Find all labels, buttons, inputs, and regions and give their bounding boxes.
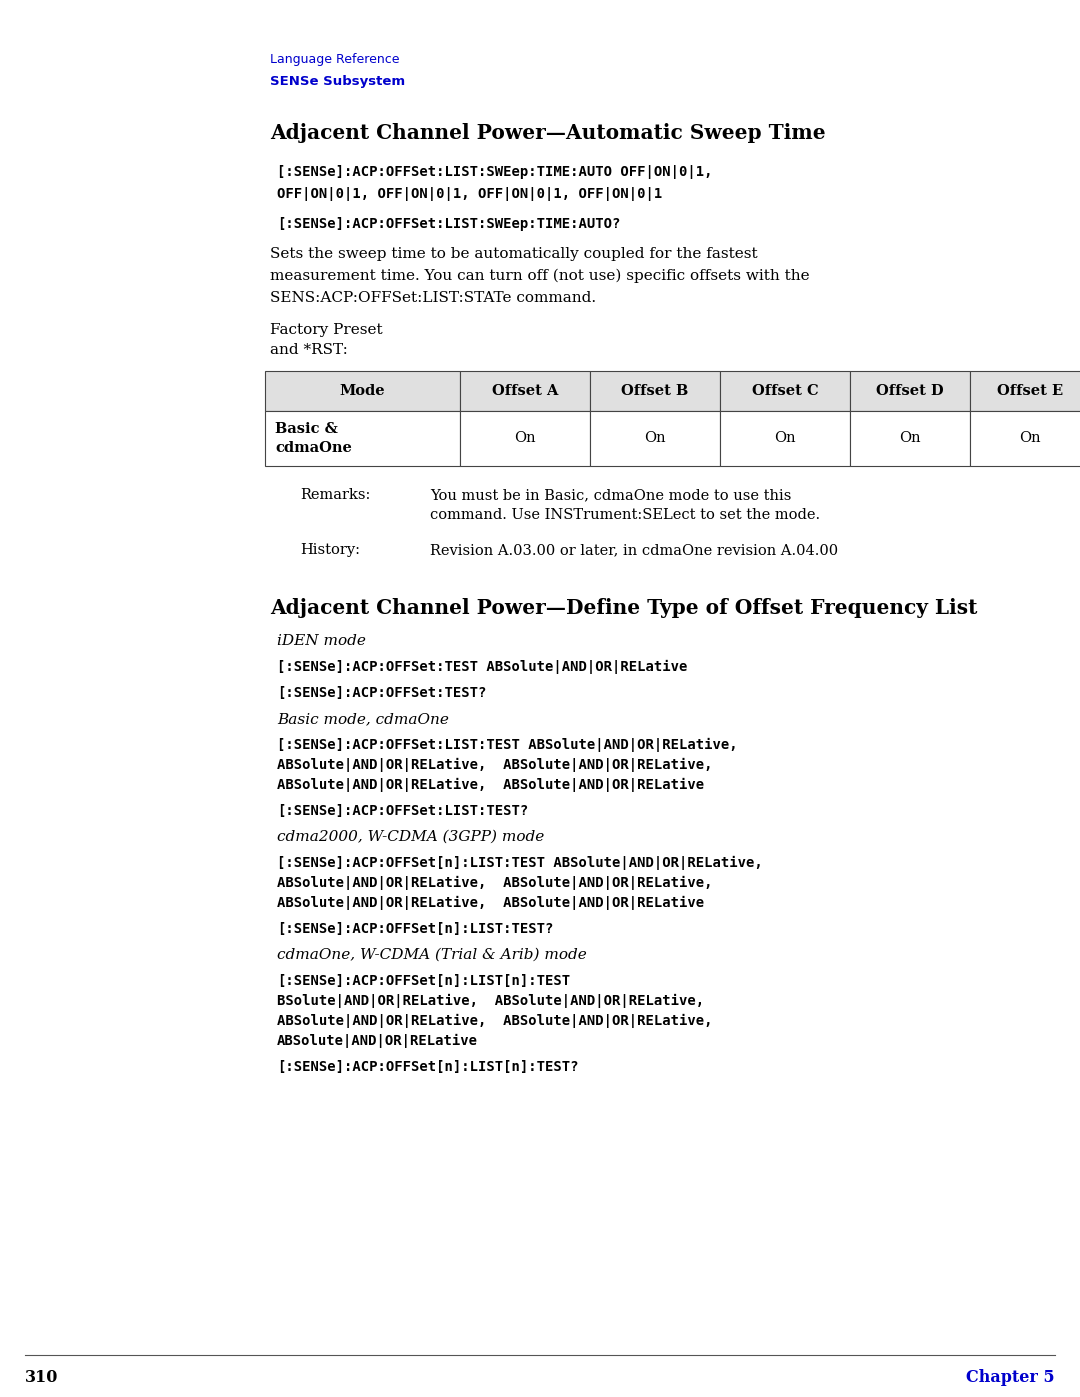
Text: [:SENSe]:ACP:OFFSet:LIST:TEST ABSolute|AND|OR|RELative,: [:SENSe]:ACP:OFFSet:LIST:TEST ABSolute|A… [276,738,738,752]
Text: [:SENSe]:ACP:OFFSet[n]:LIST[n]:TEST?: [:SENSe]:ACP:OFFSet[n]:LIST[n]:TEST? [276,1060,579,1074]
Text: History:: History: [300,543,360,557]
Bar [970,411,1080,467]
Text: ABSolute|AND|OR|RELative,  ABSolute|AND|OR|RELative,: ABSolute|AND|OR|RELative, ABSolute|AND|O… [276,1014,713,1028]
Text: [:SENSe]:ACP:OFFSet[n]:LIST:TEST ABSolute|AND|OR|RELative,: [:SENSe]:ACP:OFFSet[n]:LIST:TEST ABSolut… [276,856,762,870]
Text: On: On [774,432,796,446]
Text: Adjacent Channel Power—Automatic Sweep Time: Adjacent Channel Power—Automatic Sweep T… [270,123,825,142]
Bar [460,372,590,411]
Text: and *RST:: and *RST: [270,344,348,358]
Text: Basic &
cdmaOne: Basic & cdmaOne [275,422,352,454]
Bar [850,411,970,467]
Text: [:SENSe]:ACP:OFFSet:TEST ABSolute|AND|OR|RELative: [:SENSe]:ACP:OFFSet:TEST ABSolute|AND|OR… [276,659,687,675]
Text: Language Reference: Language Reference [270,53,400,66]
Text: On: On [1020,432,1041,446]
Text: On: On [514,432,536,446]
Bar [720,411,850,467]
Text: [:SENSe]:ACP:OFFSet[n]:LIST:TEST?: [:SENSe]:ACP:OFFSet[n]:LIST:TEST? [276,922,553,936]
Text: You must be in Basic, cdmaOne mode to use this: You must be in Basic, cdmaOne mode to us… [430,488,792,502]
Text: Offset A: Offset A [491,384,558,398]
Text: Revision A.03.00 or later, in cdmaOne revision A.04.00: Revision A.03.00 or later, in cdmaOne re… [430,543,838,557]
Text: Mode: Mode [340,384,386,398]
Text: ABSolute|AND|OR|RELative,  ABSolute|AND|OR|RELative,: ABSolute|AND|OR|RELative, ABSolute|AND|O… [276,759,713,773]
Text: cdmaOne, W-CDMA (Trial & Arib) mode: cdmaOne, W-CDMA (Trial & Arib) mode [276,949,586,963]
Text: On: On [900,432,921,446]
Text: ABSolute|AND|OR|RELative,  ABSolute|AND|OR|RELative,: ABSolute|AND|OR|RELative, ABSolute|AND|O… [276,876,713,890]
Text: measurement time. You can turn off (not use) specific offsets with the: measurement time. You can turn off (not … [270,270,810,284]
Text: Offset C: Offset C [752,384,819,398]
Text: Factory Preset: Factory Preset [270,323,382,337]
Bar [265,411,460,467]
Text: command. Use INSTrument:SELect to set the mode.: command. Use INSTrument:SELect to set th… [430,509,820,522]
Bar [720,372,850,411]
Text: [:SENSe]:ACP:OFFSet[n]:LIST[n]:TEST: [:SENSe]:ACP:OFFSet[n]:LIST[n]:TEST [276,974,570,988]
Text: On: On [644,432,665,446]
Bar [970,372,1080,411]
Text: [:SENSe]:ACP:OFFSet:TEST?: [:SENSe]:ACP:OFFSet:TEST? [276,686,486,700]
Bar [850,372,970,411]
Text: OFF|ON|0|1, OFF|ON|0|1, OFF|ON|0|1, OFF|ON|0|1: OFF|ON|0|1, OFF|ON|0|1, OFF|ON|0|1, OFF|… [276,187,662,201]
Text: [:SENSe]:ACP:OFFSet:LIST:TEST?: [:SENSe]:ACP:OFFSet:LIST:TEST? [276,805,528,819]
Text: [:SENSe]:ACP:OFFSet:LIST:SWEep:TIME:AUTO?: [:SENSe]:ACP:OFFSet:LIST:SWEep:TIME:AUTO… [276,217,620,231]
Text: Offset D: Offset D [876,384,944,398]
Text: ABSolute|AND|OR|RELative,  ABSolute|AND|OR|RELative: ABSolute|AND|OR|RELative, ABSolute|AND|O… [276,895,704,911]
Text: Offset E: Offset E [997,384,1063,398]
Text: ABSolute|AND|OR|RELative,  ABSolute|AND|OR|RELative: ABSolute|AND|OR|RELative, ABSolute|AND|O… [276,778,704,792]
Text: cdma2000, W-CDMA (3GPP) mode: cdma2000, W-CDMA (3GPP) mode [276,830,544,844]
Text: 310: 310 [25,1369,58,1386]
Text: SENSe Subsystem: SENSe Subsystem [270,75,405,88]
Text: Basic mode, cdmaOne: Basic mode, cdmaOne [276,712,449,726]
Text: ABSolute|AND|OR|RELative: ABSolute|AND|OR|RELative [276,1034,478,1048]
Text: [:SENSe]:ACP:OFFSet:LIST:SWEep:TIME:AUTO OFF|ON|0|1,: [:SENSe]:ACP:OFFSet:LIST:SWEep:TIME:AUTO… [276,165,713,179]
Text: BSolute|AND|OR|RELative,  ABSolute|AND|OR|RELative,: BSolute|AND|OR|RELative, ABSolute|AND|OR… [276,995,704,1009]
Bar [460,411,590,467]
Text: Offset B: Offset B [621,384,689,398]
Text: Remarks:: Remarks: [300,488,370,502]
Text: Adjacent Channel Power—Define Type of Offset Frequency List: Adjacent Channel Power—Define Type of Of… [270,598,977,617]
Bar [265,372,460,411]
Text: Sets the sweep time to be automatically coupled for the fastest: Sets the sweep time to be automatically … [270,247,758,261]
Text: Chapter 5: Chapter 5 [967,1369,1055,1386]
Bar [590,372,720,411]
Bar [590,411,720,467]
Text: iDEN mode: iDEN mode [276,634,366,648]
Text: SENS:ACP:OFFSet:LIST:STATe command.: SENS:ACP:OFFSet:LIST:STATe command. [270,291,596,305]
